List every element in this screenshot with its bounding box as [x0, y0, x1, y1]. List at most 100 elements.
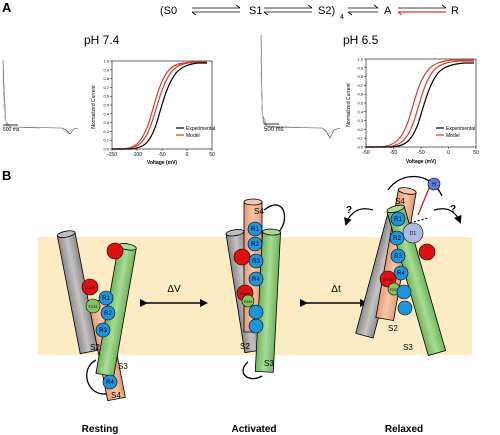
ph65-x-tick-label: 0	[447, 150, 450, 156]
ph74-y-tick-label: 0.8	[103, 76, 109, 81]
svg-text:R4: R4	[397, 271, 405, 277]
resting-s4-label: S4	[111, 391, 121, 400]
ph65-legend-model: Model	[446, 133, 460, 139]
ph65-y-tick-label: 0.1	[357, 136, 363, 141]
relaxed-residue-d1: D1	[402, 222, 424, 244]
ph74-x-tick-label: -150	[107, 152, 117, 158]
ph65-y-tick-label: 0.8	[357, 74, 363, 79]
activated-residue-r4: R4	[248, 271, 264, 287]
ph65-y-tick-label: 0.7	[357, 83, 363, 88]
state-s0: (S0	[160, 5, 177, 17]
activated-residue-e-top	[233, 248, 251, 266]
state-r: R	[451, 5, 459, 17]
resting-residue-r4: R4	[102, 374, 118, 390]
vsd-activated: S4 S2 S3 R1 R2 R3 R4 E183 F233 Activated	[225, 198, 286, 435]
ph74-y-tick-label: 0.2	[103, 129, 109, 134]
relaxed-residue-e-top	[418, 243, 436, 261]
ph65-x-tick-label: -50	[417, 150, 424, 156]
activated-s2-label: S2	[240, 342, 250, 351]
ph65-y-tick-label: 0.0	[357, 145, 363, 150]
svg-text:D1: D1	[410, 231, 417, 237]
ph74-x-tick-label: -100	[132, 152, 142, 158]
relaxed-title: Relaxed	[385, 424, 423, 435]
ph74-x-tick-label: 50	[209, 152, 215, 158]
resting-s2-label: S2	[90, 343, 100, 352]
state-s1: S1	[249, 5, 262, 17]
relaxed-residue-e183: E183	[379, 270, 397, 288]
relaxed-residue-r4: R4	[393, 265, 409, 281]
resting-residue-e183: E183	[81, 278, 99, 296]
ph74-legend: Experimental Model	[176, 126, 215, 139]
svg-text:R2: R2	[393, 236, 401, 242]
relaxed-s3-label: S3	[403, 343, 413, 352]
relaxed-s2-label: S2	[388, 324, 398, 333]
ph74-x-tick-label: -50	[158, 152, 165, 158]
arrow-dt-label: Δt	[331, 284, 341, 295]
ph65-y-tick-label: 0.6	[357, 92, 363, 97]
svg-text:R1: R1	[102, 296, 110, 302]
ph65-x-ticks: -50 -50 -50 0 50	[362, 147, 479, 156]
relaxed-question-left: ?	[346, 205, 352, 216]
resting-residue-f233: F233	[85, 298, 101, 314]
ph65-y-tick-label: 0.4	[357, 109, 363, 114]
relaxed-residue-r5	[396, 284, 412, 300]
equilibrium-arrow-a-r	[397, 4, 447, 16]
ph65-plot-frame	[365, 58, 477, 148]
svg-text:R3: R3	[394, 254, 402, 260]
ph65-current-traces	[260, 34, 341, 139]
equilibrium-arrow-s2-a	[347, 4, 379, 16]
ph65-legend-experimental: Experimental	[446, 126, 475, 132]
activated-s4-label: S4	[254, 207, 264, 216]
resting-s3-label: S3	[118, 362, 128, 371]
ph65-title: pH 6.5	[343, 33, 379, 47]
ph74-plot-frame	[111, 60, 213, 150]
ph74-y-ticks: 0.0 0.1 0.2 0.3 0.4 0.5 0.6 0.7 0.8 0.9 1.0	[103, 59, 112, 152]
equilibrium-arrow-s1-s2	[263, 4, 313, 16]
activated-residue-r5	[248, 304, 264, 320]
ph65-curves	[366, 59, 474, 148]
relaxed-residue-r3: R3	[390, 248, 406, 264]
ph74-scale-bar: 500 ms	[3, 124, 20, 133]
ph74-ylabel: Normalized Current	[91, 85, 97, 129]
relaxed-proton: H	[427, 177, 441, 191]
svg-text:R3: R3	[99, 328, 107, 334]
activated-residue-r6	[248, 318, 264, 334]
state-a: A	[384, 5, 392, 17]
relaxed-left-arrow	[344, 208, 374, 226]
relaxed-residue-r2: R2	[389, 230, 405, 246]
svg-text:E183: E183	[383, 277, 393, 282]
ph74-y-tick-label: 0.1	[103, 138, 109, 143]
ph65-x-tick-label: -50	[362, 150, 369, 156]
ph65-xlabel: Voltage (mV)	[406, 159, 437, 165]
ph65-ylabel: Normalized Current	[346, 83, 352, 127]
svg-text:R4: R4	[106, 380, 114, 386]
svg-text:R1: R1	[394, 217, 402, 223]
ph65-y-ticks: 0.0 0.1 0.2 0.3 0.4 0.5 0.6 0.7 0.8 0.9 1.0	[357, 57, 366, 150]
ph65-x-tick-label: -50	[390, 150, 397, 156]
ph74-y-tick-label: 0.3	[103, 120, 109, 125]
panel-a-label: A	[2, 0, 12, 15]
ph74-model-curve-1	[112, 61, 207, 150]
resting-residue-r2: R2	[100, 305, 116, 321]
ph74-y-tick-label: 0.4	[103, 111, 109, 116]
svg-text:R2: R2	[251, 242, 259, 248]
ph74-legend-experimental: Experimental	[186, 126, 215, 132]
ph74-y-tick-label: 1.0	[103, 59, 109, 64]
ph74-title: pH 7.4	[84, 33, 120, 47]
ph74-experimental-curve	[112, 62, 207, 150]
state-s2: S2)	[318, 5, 335, 17]
svg-text:F233: F233	[390, 288, 398, 292]
ph74-y-tick-label: 0.0	[103, 147, 109, 152]
ph74-legend-model: Model	[186, 133, 200, 139]
equilibrium-arrow-s0-s1	[191, 4, 241, 16]
activated-title: Activated	[231, 424, 276, 435]
ph74-x-ticks: -150 -100 -50 0 50	[107, 149, 215, 158]
ph65-y-tick-label: 0.9	[357, 65, 363, 70]
arrow-dt: Δt	[300, 284, 368, 307]
ph65-scale-label: 500 ms	[264, 127, 284, 133]
ph65-scale-bar: 500 ms	[264, 123, 284, 133]
svg-text:F233: F233	[244, 300, 252, 304]
relaxed-s4-label: S4	[395, 197, 405, 206]
vsd-relaxed: ? ? S4 S2 S3 H D1 R1 R2 R3 R4 E183 F233 …	[344, 175, 462, 435]
svg-text:R1: R1	[251, 227, 259, 233]
